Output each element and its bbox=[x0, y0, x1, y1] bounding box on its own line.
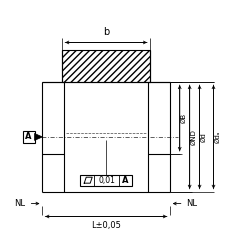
Text: A: A bbox=[25, 132, 32, 141]
Text: 0,01: 0,01 bbox=[98, 176, 115, 185]
Text: ØND: ØND bbox=[191, 129, 197, 145]
Text: b: b bbox=[103, 28, 109, 38]
Text: Ødₐ: Ødₐ bbox=[214, 131, 220, 143]
FancyBboxPatch shape bbox=[22, 131, 34, 143]
Text: ØB: ØB bbox=[181, 113, 187, 123]
FancyBboxPatch shape bbox=[80, 175, 132, 186]
Text: NL: NL bbox=[186, 199, 197, 208]
Text: Ød: Ød bbox=[200, 132, 206, 142]
Text: L±0,05: L±0,05 bbox=[91, 222, 121, 230]
Text: NL: NL bbox=[14, 199, 26, 208]
Polygon shape bbox=[34, 134, 42, 140]
Text: A: A bbox=[122, 176, 129, 185]
Polygon shape bbox=[62, 50, 150, 82]
